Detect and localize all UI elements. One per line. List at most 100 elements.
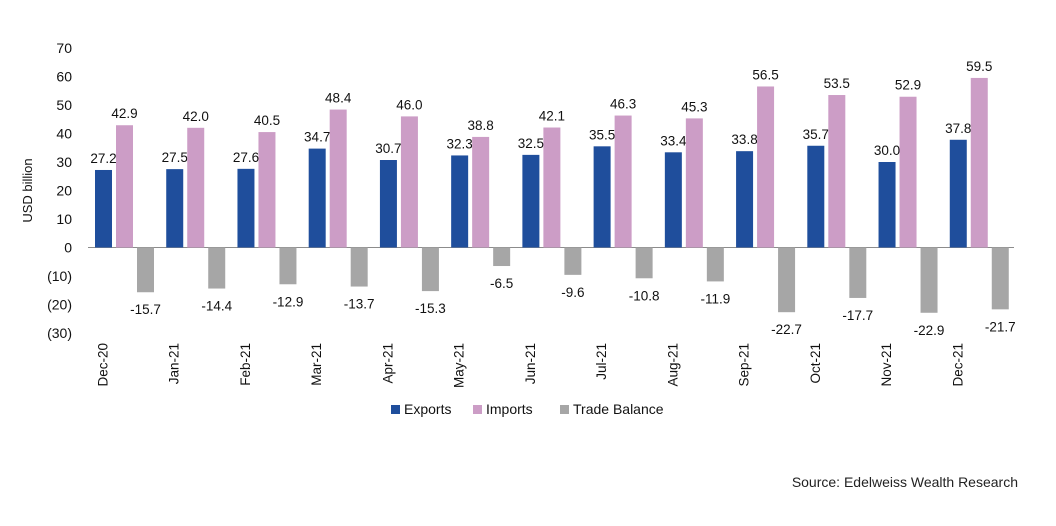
imports-bar: [400, 116, 418, 248]
trade-balance-bar: [920, 247, 938, 313]
exports-data-label: 35.5: [589, 127, 615, 142]
x-tick-label: Dec-20: [96, 343, 111, 387]
trade-balance-bar: [849, 247, 867, 298]
y-tick-label: 10: [56, 211, 72, 227]
x-tick-label: Jul-21: [594, 343, 609, 380]
exports-data-label: 27.6: [233, 150, 259, 165]
x-tick-label: May-21: [452, 343, 467, 388]
x-tick-label: Feb-21: [238, 343, 253, 386]
x-tick-label: Nov-21: [879, 343, 894, 387]
exports-data-label: 30.7: [375, 141, 401, 156]
y-tick-label: 70: [56, 40, 72, 56]
trade-balance-data-label: -13.7: [344, 297, 375, 312]
imports-data-label: 48.4: [325, 91, 352, 106]
y-tick-label: (10): [47, 268, 72, 284]
x-tick-label: Jun-21: [523, 343, 538, 384]
imports-bar: [757, 86, 775, 248]
exports-bar: [166, 169, 184, 248]
imports-bar: [614, 115, 632, 248]
trade-balance-bar: [635, 247, 653, 279]
exports-data-label: 32.3: [447, 136, 473, 151]
trade-balance-data-label: -15.7: [130, 302, 161, 317]
imports-bar: [187, 127, 205, 248]
exports-data-label: 33.4: [660, 133, 687, 148]
legend-label-imports: Imports: [486, 401, 533, 417]
exports-bar: [308, 148, 326, 248]
legend-swatch-exports: [391, 405, 400, 414]
imports-data-label: 52.9: [895, 78, 921, 93]
trade-balance-bar: [564, 247, 582, 275]
exports-bar: [237, 168, 255, 248]
exports-bar: [807, 145, 825, 248]
x-tick-label: Jan-21: [167, 343, 182, 384]
y-axis-label: USD billion: [20, 158, 35, 222]
exports-bar: [736, 151, 754, 248]
x-tick-label: Oct-21: [808, 343, 823, 384]
exports-data-label: 30.0: [874, 143, 900, 158]
y-tick-label: 60: [56, 69, 72, 85]
imports-bar: [543, 127, 561, 248]
exports-data-label: 27.5: [162, 150, 188, 165]
y-tick-label: (30): [47, 325, 72, 341]
exports-data-label: 34.7: [304, 130, 330, 145]
x-tick-label: Mar-21: [309, 343, 324, 386]
exports-bar: [522, 154, 540, 248]
source-note: Source: Edelweiss Wealth Research: [791, 474, 1018, 490]
trade-balance-bar: [137, 247, 154, 293]
exports-bar: [878, 162, 896, 248]
trade-balance-data-label: -17.7: [842, 308, 873, 323]
imports-data-label: 42.9: [111, 106, 137, 121]
imports-data-label: 40.5: [254, 113, 280, 128]
y-tick-label: 0: [64, 240, 72, 256]
legend-label-trade-balance: Trade Balance: [573, 401, 664, 417]
trade-balance-data-label: -6.5: [490, 276, 513, 291]
imports-bar: [258, 132, 276, 248]
imports-data-label: 45.3: [681, 99, 707, 114]
imports-data-label: 38.8: [468, 118, 494, 133]
trade-balance-data-label: -21.7: [985, 319, 1016, 334]
trade-balance-data-label: -22.7: [771, 322, 802, 337]
imports-bar: [472, 136, 490, 248]
exports-data-label: 35.7: [803, 127, 829, 142]
x-tick-label: Dec-21: [950, 343, 965, 387]
trade-balance-bar: [778, 247, 796, 313]
imports-bar: [828, 95, 846, 248]
exports-bar: [949, 139, 967, 248]
x-tick-label: Sep-21: [737, 343, 752, 387]
trade-balance-data-label: -14.4: [201, 299, 232, 314]
imports-data-label: 42.0: [183, 109, 209, 124]
imports-bar: [329, 109, 347, 248]
exports-bar: [451, 155, 469, 248]
legend-swatch-imports: [473, 405, 482, 414]
imports-bar: [116, 125, 133, 248]
exports-data-label: 27.2: [90, 151, 116, 166]
exports-data-label: 32.5: [518, 136, 544, 151]
trade-balance-bar: [991, 247, 1009, 310]
imports-data-label: 53.5: [824, 76, 850, 91]
trade-balance-data-label: -11.9: [700, 291, 730, 306]
x-tick-label: Aug-21: [665, 343, 680, 387]
x-tick-label: Apr-21: [380, 343, 395, 384]
trade-balance-bar: [493, 247, 511, 267]
imports-bar: [899, 96, 917, 248]
imports-data-label: 56.5: [752, 67, 778, 82]
y-tick-label: 30: [56, 154, 72, 170]
imports-data-label: 59.5: [966, 59, 992, 74]
trade-balance-bar: [706, 247, 724, 282]
y-tick-label: (20): [47, 297, 72, 313]
imports-data-label: 46.3: [610, 97, 636, 112]
trade-balance-bar: [421, 247, 439, 292]
trade-balance-bar: [350, 247, 368, 287]
imports-bar: [685, 118, 703, 248]
legend-label-exports: Exports: [404, 401, 451, 417]
trade-balance-data-label: -10.8: [629, 288, 660, 303]
trade-balance-data-label: -22.9: [914, 323, 945, 338]
trade-balance-data-label: -15.3: [415, 301, 446, 316]
y-tick-label: 40: [56, 126, 72, 142]
imports-data-label: 42.1: [539, 109, 565, 124]
trade-balance-bar: [208, 247, 226, 289]
trade-balance-bar: [279, 247, 297, 285]
imports-bar: [970, 77, 988, 248]
